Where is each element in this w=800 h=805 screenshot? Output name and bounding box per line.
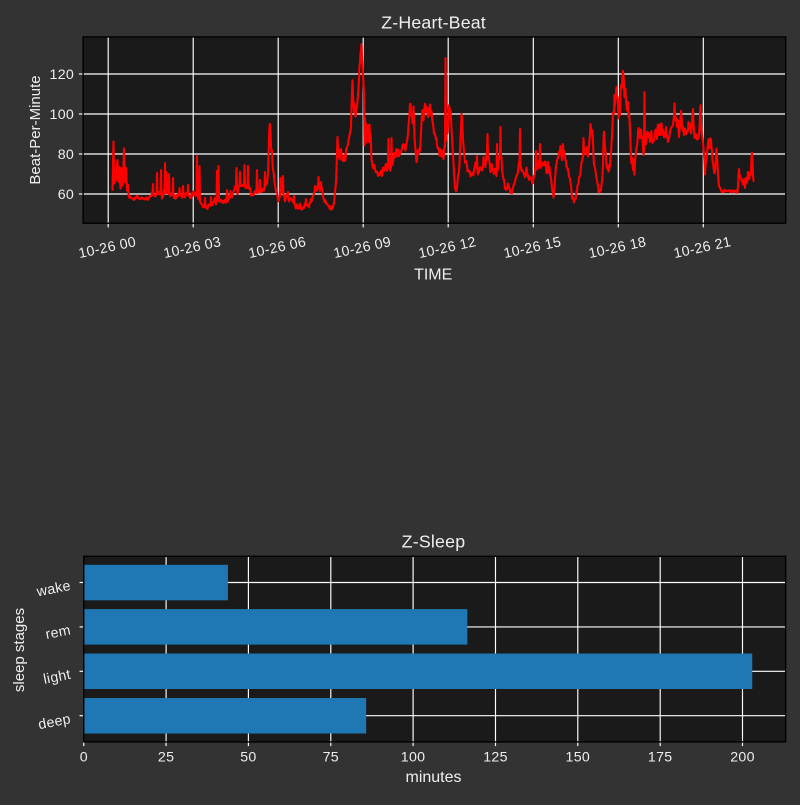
svg-text:25: 25 (158, 750, 174, 766)
svg-text:TIME: TIME (414, 267, 452, 284)
svg-text:150: 150 (566, 750, 591, 766)
svg-text:Beat-Per-Minute: Beat-Per-Minute (27, 75, 44, 184)
svg-text:sleep stages: sleep stages (11, 608, 28, 692)
svg-text:120: 120 (50, 67, 75, 83)
svg-text:wake: wake (34, 578, 72, 600)
svg-text:60: 60 (58, 187, 74, 203)
svg-text:100: 100 (50, 107, 75, 123)
svg-text:rem: rem (44, 622, 72, 643)
svg-text:Z-Heart-Beat: Z-Heart-Beat (381, 13, 486, 33)
svg-text:100: 100 (401, 750, 426, 766)
svg-text:deep: deep (37, 711, 72, 733)
svg-text:minutes: minutes (405, 769, 461, 786)
svg-text:0: 0 (80, 750, 88, 766)
svg-text:125: 125 (483, 750, 508, 766)
svg-text:175: 175 (648, 750, 673, 766)
svg-text:75: 75 (323, 750, 339, 766)
svg-text:80: 80 (58, 147, 74, 163)
svg-text:Z-Sleep: Z-Sleep (402, 531, 466, 551)
svg-text:light: light (42, 667, 72, 688)
svg-text:50: 50 (240, 750, 256, 766)
svg-text:200: 200 (730, 750, 755, 766)
